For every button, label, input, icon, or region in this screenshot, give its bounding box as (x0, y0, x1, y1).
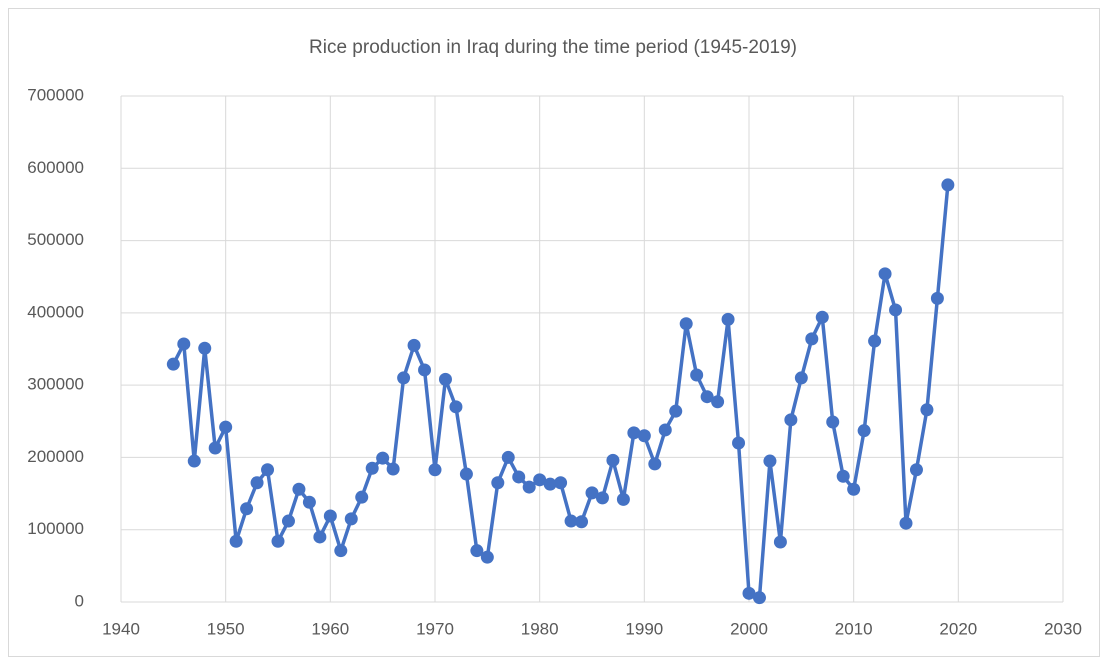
data-point (271, 534, 285, 548)
data-point (334, 544, 348, 558)
data-point (355, 490, 369, 504)
data-point (187, 454, 201, 468)
data-point (752, 591, 766, 605)
data-point (763, 454, 777, 468)
data-point (836, 469, 850, 483)
data-point (857, 424, 871, 438)
data-point (690, 368, 704, 382)
data-point (512, 470, 526, 484)
chart-border (8, 8, 1100, 657)
data-point (794, 371, 808, 385)
x-tick-label: 1970 (416, 619, 454, 638)
data-point (554, 476, 568, 490)
data-point (177, 337, 191, 351)
data-point (784, 413, 798, 427)
data-point (669, 404, 683, 418)
data-point (868, 334, 882, 348)
data-point (742, 586, 756, 600)
data-point (805, 332, 819, 346)
data-point (773, 535, 787, 549)
data-point (909, 463, 923, 477)
data-point (930, 291, 944, 305)
x-tick-label: 1980 (521, 619, 559, 638)
data-point (648, 457, 662, 471)
data-point (889, 303, 903, 317)
data-point (313, 530, 327, 544)
data-point (407, 338, 421, 352)
chart-title: Rice production in Iraq during the time … (309, 37, 797, 58)
data-point (732, 436, 746, 450)
y-tick-label: 200000 (27, 447, 84, 466)
y-tick-label: 700000 (27, 85, 84, 104)
y-tick-label: 300000 (27, 375, 84, 394)
x-tick-label: 1940 (102, 619, 140, 638)
data-point (575, 515, 589, 529)
data-point (522, 480, 536, 494)
data-point (459, 467, 473, 481)
data-point (564, 514, 578, 528)
data-point (302, 495, 316, 509)
x-tick-label: 2000 (730, 619, 768, 638)
data-point (543, 477, 557, 491)
data-point (595, 491, 609, 505)
data-point (250, 476, 264, 490)
data-point (229, 534, 243, 548)
data-point (449, 400, 463, 414)
data-point (606, 453, 620, 467)
x-tick-label: 2020 (939, 619, 977, 638)
data-point (470, 544, 484, 558)
data-point (878, 267, 892, 281)
data-point (166, 357, 180, 371)
data-point (418, 363, 432, 377)
data-point (240, 502, 254, 516)
data-point (397, 371, 411, 385)
data-point (219, 420, 233, 434)
data-point (637, 429, 651, 443)
data-point (480, 550, 494, 564)
data-point (428, 463, 442, 477)
data-point (365, 461, 379, 475)
data-point (344, 512, 358, 526)
data-point (616, 492, 630, 506)
data-point (292, 482, 306, 496)
y-tick-label: 100000 (27, 519, 84, 538)
data-point (941, 178, 955, 192)
data-point (627, 426, 641, 440)
x-tick-label: 2030 (1044, 619, 1082, 638)
data-point (815, 310, 829, 324)
data-point (438, 372, 452, 386)
data-point (323, 509, 337, 523)
data-point (679, 317, 693, 331)
data-point (721, 312, 735, 326)
data-point (533, 473, 547, 487)
data-point (491, 476, 505, 490)
data-point (281, 514, 295, 528)
data-point (658, 423, 672, 437)
data-point (711, 395, 725, 409)
data-point (847, 482, 861, 496)
data-point (198, 341, 212, 355)
y-tick-label: 500000 (27, 230, 84, 249)
x-tick-label: 1950 (207, 619, 245, 638)
data-point (501, 450, 515, 464)
data-point (826, 415, 840, 429)
y-tick-label: 600000 (27, 158, 84, 177)
data-point (208, 441, 222, 455)
data-point (585, 486, 599, 500)
x-tick-label: 1960 (311, 619, 349, 638)
data-point (700, 390, 714, 404)
x-tick-label: 1990 (625, 619, 663, 638)
y-tick-label: 400000 (27, 302, 84, 321)
data-point (920, 403, 934, 417)
data-point (376, 451, 390, 465)
data-point (386, 462, 400, 476)
y-tick-label: 0 (75, 591, 84, 610)
data-point (261, 463, 275, 477)
data-point (899, 516, 913, 530)
x-tick-label: 2010 (835, 619, 873, 638)
